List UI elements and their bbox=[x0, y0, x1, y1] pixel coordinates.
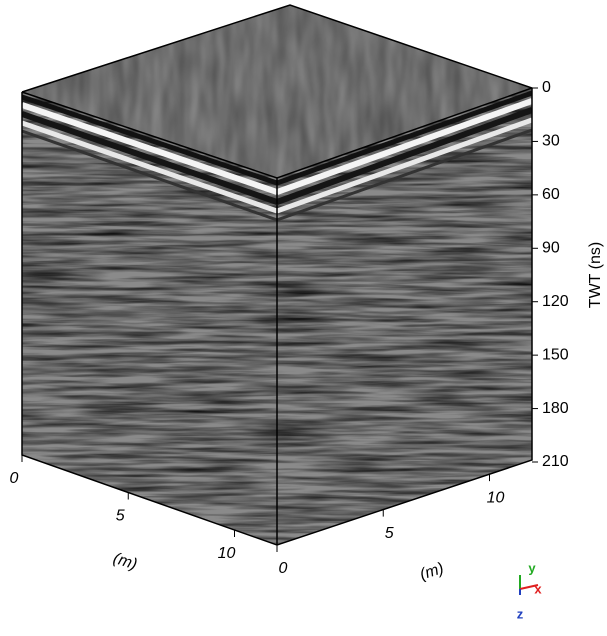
x-tick-label: 5 bbox=[116, 508, 125, 525]
y-tick-label: 5 bbox=[385, 525, 394, 542]
x-axis-label: (m) bbox=[111, 550, 139, 574]
x-tick-label: 0 bbox=[10, 470, 19, 487]
y-axis-label: (m) bbox=[418, 560, 446, 584]
z-tick-label: 60 bbox=[542, 186, 560, 203]
z-tick-label: 120 bbox=[542, 293, 569, 310]
z-tick-label: 150 bbox=[542, 346, 569, 363]
z-tick-label: 30 bbox=[542, 133, 560, 150]
triad-label: y bbox=[528, 560, 536, 575]
z-tick-label: 210 bbox=[542, 453, 569, 470]
triad-label: z bbox=[517, 606, 524, 621]
y-tick-label: 0 bbox=[279, 560, 288, 577]
y-tick-label: 10 bbox=[487, 489, 505, 506]
z-tick-label: 90 bbox=[542, 240, 560, 257]
x-tick-label: 10 bbox=[218, 545, 236, 562]
z-tick-label: 0 bbox=[542, 79, 551, 96]
z-tick-label: 180 bbox=[542, 400, 569, 417]
cube bbox=[0, 0, 560, 560]
triad-label: x bbox=[534, 581, 542, 596]
z-axis-label: TWT (ns) bbox=[587, 242, 604, 308]
chart: TWT (ns) (m) (m) 0 30 60 90 120 150 180 210 0 5 10… bbox=[0, 0, 607, 631]
